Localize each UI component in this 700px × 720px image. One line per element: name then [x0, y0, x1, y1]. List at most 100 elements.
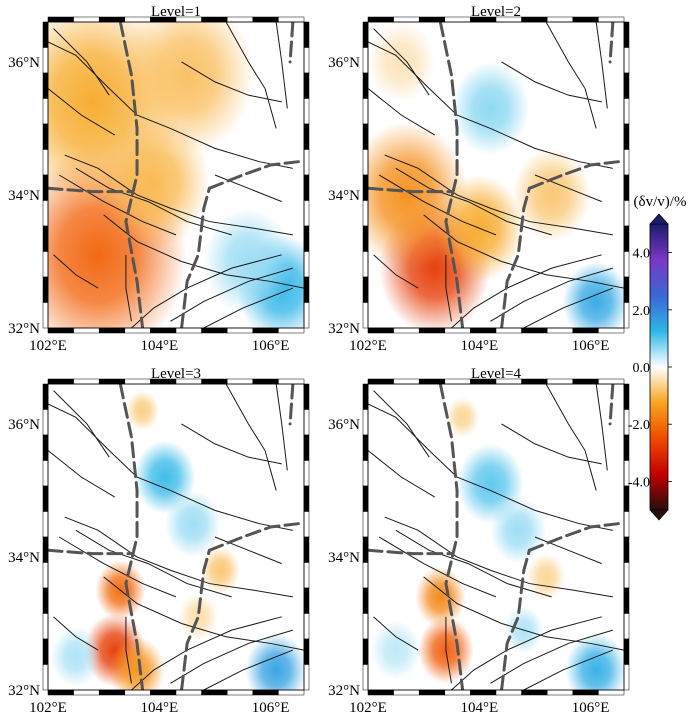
fault-line: [214, 536, 282, 565]
fault-line: [368, 450, 436, 498]
colorbar-bottom-triangle: [649, 509, 669, 521]
fault-line: [181, 423, 282, 465]
panel-title: Level=1: [151, 4, 201, 20]
colorbar-title: (δv/v)/%: [634, 194, 687, 210]
fault-line: [125, 616, 132, 684]
block-boundary: [207, 522, 300, 552]
fault-line: [48, 403, 293, 531]
x-tick-label: 104°E: [460, 700, 498, 716]
block-boundary: [438, 384, 465, 690]
fault-line: [368, 41, 613, 169]
fault-line: [423, 576, 624, 651]
block-boundary: [527, 160, 620, 190]
anomaly-field: [48, 22, 304, 328]
map-frame: [42, 16, 310, 334]
block-boundary: [368, 186, 453, 194]
colorbar-tick-label: 2.0: [633, 304, 651, 319]
y-tick-label: 32°N: [8, 683, 40, 699]
fault-line: [275, 22, 288, 109]
fault-line: [378, 536, 497, 598]
block-boundary: [48, 548, 133, 556]
x-tick-label: 102°E: [29, 700, 67, 716]
anomaly-blob: [368, 22, 435, 102]
block-boundary: [48, 186, 133, 194]
fault-line: [103, 214, 304, 289]
fault-line: [595, 384, 608, 471]
fault-line: [545, 384, 597, 491]
fault-line: [378, 174, 497, 236]
fault-line: [103, 576, 304, 651]
y-tick-label: 32°N: [8, 321, 40, 337]
fault-line: [53, 390, 110, 458]
y-tick-label: 36°N: [8, 55, 40, 71]
fault-line: [203, 287, 294, 328]
anomaly-blob: [109, 636, 165, 690]
block-boundary: [500, 548, 531, 690]
fault-lines: [48, 384, 304, 690]
fault-line: [225, 384, 277, 491]
fault-line: [64, 516, 293, 598]
anomaly-field: [370, 397, 624, 690]
anomaly-blob: [201, 546, 240, 594]
fault-line: [373, 616, 419, 651]
anomaly-blob: [451, 61, 530, 156]
fault-line: [53, 28, 110, 96]
panel-title: Level=4: [471, 366, 522, 382]
anomaly-blob: [512, 148, 591, 242]
fault-line: [53, 616, 99, 651]
x-tick-label: 106°E: [572, 700, 610, 716]
fault-line: [225, 22, 277, 129]
block-boundary: [608, 384, 615, 426]
y-tick-label: 34°N: [8, 550, 40, 566]
colorbar: (δv/v)/% 4.0 2.0 0.0 -2.0 -4.0: [628, 194, 687, 521]
block-boundary: [368, 548, 453, 556]
block-boundary: [180, 186, 211, 328]
fault-line: [373, 254, 419, 289]
map-panel-1: Level=1 102°E 104°E 106°E 32°N 34°N 36°N: [8, 4, 310, 354]
anomaly-blob: [98, 115, 210, 249]
fault-line: [58, 174, 177, 236]
block-boundary: [608, 22, 615, 64]
fault-line: [423, 214, 624, 289]
fault-line: [534, 536, 602, 565]
x-tick-label: 106°E: [572, 338, 610, 354]
y-tick-label: 34°N: [8, 188, 40, 204]
x-tick-label: 102°E: [29, 338, 67, 354]
y-tick-label: 36°N: [328, 417, 360, 433]
map-panel-3: Level=3 102°E 104°E 106°E 32°N 34°N 36°N: [8, 366, 310, 716]
anomaly-blob: [50, 626, 101, 687]
anomaly-blob: [203, 208, 293, 315]
fault-line: [125, 254, 132, 322]
fault-lines: [48, 22, 304, 328]
anomaly-blob: [526, 553, 566, 601]
anomaly-blob: [370, 620, 421, 681]
fault-line: [445, 254, 452, 322]
fault-line: [384, 516, 613, 598]
map-frame: [42, 378, 310, 696]
x-tick-label: 106°E: [252, 700, 290, 716]
anomaly-blob: [125, 390, 160, 431]
x-tick-label: 106°E: [252, 338, 290, 354]
fault-line: [368, 403, 613, 531]
block-boundary: [438, 22, 465, 328]
fault-line: [203, 649, 294, 690]
fault-line: [214, 174, 282, 203]
anomaly-blob: [490, 497, 547, 564]
fault-line: [48, 450, 116, 498]
fault-line: [501, 61, 602, 103]
colorbar-tick-label: -2.0: [628, 418, 650, 433]
fault-line: [48, 41, 293, 169]
fault-line: [373, 390, 430, 458]
fault-line: [595, 22, 608, 109]
block-boundary: [118, 22, 145, 328]
fault-lines: [368, 22, 624, 328]
y-tick-label: 34°N: [328, 550, 360, 566]
fault-line: [58, 536, 177, 598]
fault-line: [501, 423, 602, 465]
colorbar-tick-label: -4.0: [628, 475, 650, 490]
x-tick-label: 104°E: [140, 338, 178, 354]
map-frame: [362, 378, 630, 696]
fault-line: [545, 22, 597, 129]
map-frame: [362, 16, 630, 334]
